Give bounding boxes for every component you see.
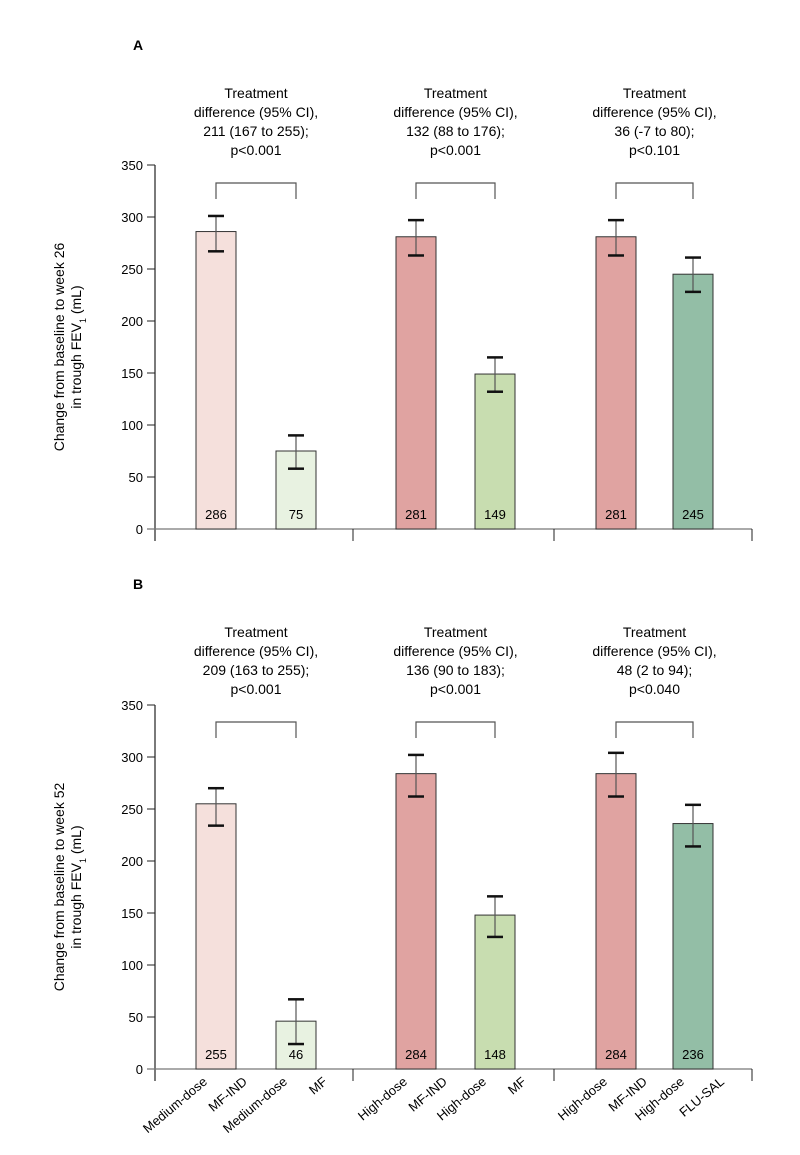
y-tick-label: 300	[121, 210, 143, 225]
treatment-difference-annotation: difference (95% CI),	[393, 104, 517, 120]
bar-value-label: 149	[484, 507, 506, 522]
treatment-difference-annotation: difference (95% CI),	[592, 643, 716, 659]
bar-value-label: 281	[605, 507, 627, 522]
y-tick-label: 350	[121, 698, 143, 713]
treatment-difference-annotation: p<0.001	[231, 681, 282, 697]
bar	[195, 231, 237, 530]
y-axis-label-line2: in trough FEV1 (mL)	[68, 825, 88, 948]
treatment-difference-annotation: 36 (-7 to 80);	[614, 123, 694, 139]
bar-value-label: 284	[405, 1047, 427, 1062]
bar	[474, 373, 516, 530]
treatment-difference-annotation: p<0.001	[430, 681, 481, 697]
treatment-difference-annotation: 136 (90 to 183);	[406, 662, 505, 678]
y-tick-label: 50	[129, 1010, 143, 1025]
y-tick-label: 50	[129, 470, 143, 485]
y-tick-label: 250	[121, 262, 143, 277]
bar	[474, 914, 516, 1070]
y-tick-label: 150	[121, 366, 143, 381]
bar	[672, 273, 714, 530]
comparison-bracket	[215, 721, 297, 738]
bar	[672, 823, 714, 1070]
comparison-bracket	[415, 721, 496, 738]
bar-value-label: 284	[605, 1047, 627, 1062]
y-tick-label: 150	[121, 906, 143, 921]
x-category-label-drug: MF	[505, 1074, 529, 1098]
y-axis-label-line1: Change from baseline to week 52	[51, 783, 67, 992]
y-tick-label: 100	[121, 958, 143, 973]
comparison-bracket	[615, 721, 694, 738]
treatment-difference-annotation: 48 (2 to 94);	[617, 662, 693, 678]
x-category-label-dose: High-dose	[355, 1074, 410, 1124]
y-axis-label-subscript: 1	[78, 318, 88, 323]
panel-label-B: B	[133, 576, 143, 592]
treatment-difference-annotation: difference (95% CI),	[194, 643, 318, 659]
treatment-difference-annotation: difference (95% CI),	[592, 104, 716, 120]
bar-value-label: 75	[289, 507, 303, 522]
treatment-difference-annotation: p<0.040	[629, 681, 680, 697]
bar-value-label: 286	[205, 507, 227, 522]
y-tick-label: 300	[121, 750, 143, 765]
x-category-label-drug: MF	[306, 1074, 330, 1098]
bar	[395, 773, 437, 1070]
y-tick-label: 0	[136, 522, 143, 537]
bar-value-label: 148	[484, 1047, 506, 1062]
bar	[195, 803, 237, 1070]
treatment-difference-annotation: p<0.101	[629, 142, 680, 158]
x-category-label-dose: Medium-dose	[140, 1074, 210, 1136]
y-tick-label: 250	[121, 802, 143, 817]
y-axis-label-text: in trough FEV	[68, 862, 84, 948]
treatment-difference-annotation: 209 (163 to 255);	[203, 662, 310, 678]
bar	[395, 236, 437, 530]
treatment-difference-annotation: Treatment	[623, 85, 686, 101]
comparison-bracket	[415, 182, 496, 199]
treatment-difference-annotation: Treatment	[224, 624, 287, 640]
treatment-difference-annotation: Treatment	[224, 85, 287, 101]
treatment-difference-annotation: Treatment	[424, 624, 487, 640]
bar-value-label: 245	[682, 507, 704, 522]
y-tick-label: 350	[121, 158, 143, 173]
y-axis-label-unit: (mL)	[68, 285, 84, 318]
y-tick-label: 200	[121, 314, 143, 329]
bar-value-label: 46	[289, 1047, 303, 1062]
treatment-difference-annotation: difference (95% CI),	[393, 643, 517, 659]
bar-value-label: 281	[405, 507, 427, 522]
y-tick-label: 0	[136, 1062, 143, 1077]
panel-label-A: A	[133, 37, 143, 53]
bar	[595, 773, 637, 1070]
bar-value-label: 255	[205, 1047, 227, 1062]
treatment-difference-annotation: Treatment	[424, 85, 487, 101]
x-category-label-dose: High-dose	[555, 1074, 610, 1124]
treatment-difference-annotation: 132 (88 to 176);	[406, 123, 505, 139]
y-axis-label-line1: Change from baseline to week 26	[51, 243, 67, 452]
comparison-bracket	[215, 182, 297, 199]
y-tick-label: 200	[121, 854, 143, 869]
treatment-difference-annotation: 211 (167 to 255);	[203, 123, 309, 139]
treatment-difference-annotation: Treatment	[623, 624, 686, 640]
treatment-difference-annotation: difference (95% CI),	[194, 104, 318, 120]
bar-value-label: 236	[682, 1047, 704, 1062]
bar	[595, 236, 637, 530]
treatment-difference-annotation: p<0.001	[231, 142, 282, 158]
comparison-bracket	[615, 182, 694, 199]
y-axis-label-line2: in trough FEV1 (mL)	[68, 285, 88, 408]
y-tick-label: 100	[121, 418, 143, 433]
y-axis-label-subscript: 1	[78, 858, 88, 863]
x-category-label-drug: FLU-SAL	[676, 1074, 727, 1120]
y-axis-label-unit: (mL)	[68, 825, 84, 858]
treatment-difference-annotation: p<0.001	[430, 142, 481, 158]
y-axis-label-text: in trough FEV	[68, 322, 84, 408]
